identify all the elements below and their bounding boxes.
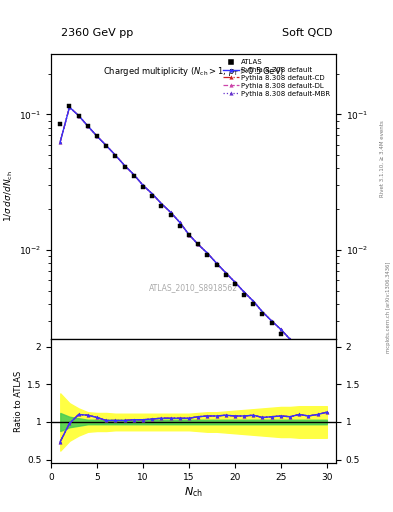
Text: Rivet 3.1.10, ≥ 3.4M events: Rivet 3.1.10, ≥ 3.4M events [380, 120, 384, 197]
Y-axis label: $1/\sigma\,d\sigma/dN_\mathrm{ch}$: $1/\sigma\,d\sigma/dN_\mathrm{ch}$ [2, 170, 15, 222]
Legend: ATLAS, Pythia 8.308 default, Pythia 8.308 default-CD, Pythia 8.308 default-DL, P: ATLAS, Pythia 8.308 default, Pythia 8.30… [221, 57, 332, 99]
Text: mcplots.cern.ch [arXiv:1306.3436]: mcplots.cern.ch [arXiv:1306.3436] [386, 262, 391, 353]
Y-axis label: Ratio to ATLAS: Ratio to ATLAS [14, 371, 23, 432]
X-axis label: $N_\mathrm{ch}$: $N_\mathrm{ch}$ [184, 485, 203, 499]
Text: Charged multiplicity ($N_\mathrm{ch}>1,\,p_\mathrm{T}>0.5\,\mathrm{GeV}$): Charged multiplicity ($N_\mathrm{ch}>1,\… [103, 65, 284, 78]
Text: 2360 GeV pp: 2360 GeV pp [61, 28, 133, 38]
Text: ATLAS_2010_S8918562: ATLAS_2010_S8918562 [149, 283, 238, 292]
Text: Soft QCD: Soft QCD [282, 28, 332, 38]
